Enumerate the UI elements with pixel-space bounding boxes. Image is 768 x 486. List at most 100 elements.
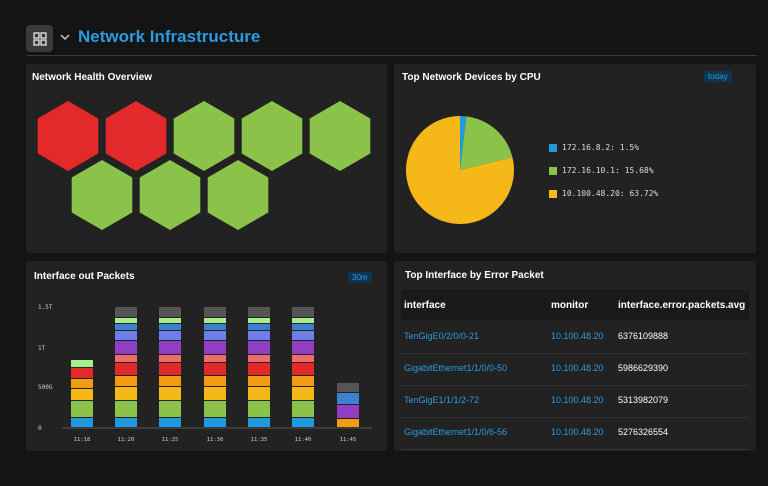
monitor-link[interactable]: 10.100.48.20 <box>551 363 604 373</box>
bar-segment[interactable] <box>159 376 181 386</box>
bar-segment[interactable] <box>71 360 93 367</box>
bar-segment[interactable] <box>204 387 226 400</box>
bar-segment[interactable] <box>115 307 137 317</box>
health-hex-cell[interactable] <box>173 101 235 171</box>
bar-segment[interactable] <box>115 318 137 323</box>
bar-segment[interactable] <box>292 307 314 317</box>
bar-segment[interactable] <box>115 376 137 386</box>
table-row[interactable] <box>401 353 749 386</box>
health-hex-cell[interactable] <box>37 101 99 171</box>
dashboard-menu-button[interactable] <box>26 25 53 52</box>
bar-segment[interactable] <box>71 368 93 378</box>
table-row[interactable] <box>401 321 749 354</box>
bar-segment[interactable] <box>204 307 226 317</box>
bar-segment[interactable] <box>115 324 137 330</box>
health-hex-cell[interactable] <box>309 101 371 171</box>
time-range-badge[interactable]: today <box>704 71 732 82</box>
bar-segment[interactable] <box>204 331 226 340</box>
bar-segment[interactable] <box>292 387 314 400</box>
bar-segment[interactable] <box>159 355 181 362</box>
bar-segment[interactable] <box>292 318 314 323</box>
bar-segment[interactable] <box>159 401 181 417</box>
pie-slice[interactable] <box>460 116 513 170</box>
bar-segment[interactable] <box>204 355 226 362</box>
health-hex-cell[interactable] <box>139 160 201 230</box>
health-hex-cell[interactable] <box>241 101 303 171</box>
bar-segment[interactable] <box>248 401 270 417</box>
bar-segment[interactable] <box>292 363 314 375</box>
bar-segment[interactable] <box>71 379 93 388</box>
health-hex-cell[interactable] <box>71 160 133 230</box>
bar-segment[interactable] <box>337 383 359 392</box>
bar-segment[interactable] <box>248 341 270 354</box>
health-hex-cell[interactable] <box>207 160 269 230</box>
bar-segment[interactable] <box>115 331 137 340</box>
bar-segment[interactable] <box>292 324 314 330</box>
bar-segment[interactable] <box>159 341 181 354</box>
bar-segment[interactable] <box>115 387 137 400</box>
bar-segment[interactable] <box>204 418 226 427</box>
bar-segment[interactable] <box>115 341 137 354</box>
bar-segment[interactable] <box>204 401 226 417</box>
bar-segment[interactable] <box>115 363 137 375</box>
bar-segment[interactable] <box>159 363 181 375</box>
bar-segment[interactable] <box>248 376 270 386</box>
bar-segment[interactable] <box>159 387 181 400</box>
bar-segment[interactable] <box>248 307 270 317</box>
bar-segment[interactable] <box>159 324 181 330</box>
interface-link[interactable]: TenGigE1/1/1/2-72 <box>404 395 480 405</box>
bar-segment[interactable] <box>248 355 270 362</box>
monitor-link[interactable]: 10.100.48.20 <box>551 331 604 341</box>
bar-segment[interactable] <box>292 376 314 386</box>
bar-segment[interactable] <box>71 389 93 400</box>
bar-segment[interactable] <box>159 307 181 317</box>
bar-segment[interactable] <box>248 387 270 400</box>
column-header-error-avg[interactable]: interface.error.packets.avg <box>618 300 746 311</box>
bar-segment[interactable] <box>248 324 270 330</box>
bar-segment[interactable] <box>204 363 226 375</box>
chevron-down-icon[interactable] <box>58 30 72 44</box>
bar-segment[interactable] <box>248 363 270 375</box>
bar-segment[interactable] <box>337 419 359 427</box>
bar-segment[interactable] <box>159 418 181 427</box>
bar-segment[interactable] <box>248 418 270 427</box>
table-row[interactable] <box>401 385 749 418</box>
bar-segment[interactable] <box>71 401 93 417</box>
bar-segment[interactable] <box>292 418 314 427</box>
bar-segment[interactable] <box>115 418 137 427</box>
y-tick-label: 1.5T <box>38 304 53 311</box>
interface-link[interactable]: GigabitEthernet1/1/0/0-50 <box>404 363 508 373</box>
column-header-interface[interactable]: interface <box>404 300 446 311</box>
monitor-link[interactable]: 10.100.48.20 <box>551 427 604 437</box>
bar-segment[interactable] <box>204 318 226 323</box>
bar-segment[interactable] <box>292 401 314 417</box>
bar-segment[interactable] <box>204 376 226 386</box>
pie-slice[interactable] <box>460 116 467 170</box>
legend-label[interactable]: 10.100.48.20: 63.72% <box>562 189 659 198</box>
bar-segment[interactable] <box>204 324 226 330</box>
bar-segment[interactable] <box>292 341 314 354</box>
table-row[interactable] <box>401 417 749 450</box>
bar-segment[interactable] <box>115 401 137 417</box>
monitor-link[interactable]: 10.100.48.20 <box>551 395 604 405</box>
legend-label[interactable]: 172.16.10.1: 15.68% <box>562 166 654 175</box>
bar-segment[interactable] <box>159 331 181 340</box>
legend-label[interactable]: 172.16.8.2: 1.5% <box>562 143 640 152</box>
bar-segment[interactable] <box>204 341 226 354</box>
interface-link[interactable]: GigabitEthernet1/1/0/6-56 <box>404 427 508 437</box>
bar-segment[interactable] <box>292 331 314 340</box>
bar-segment[interactable] <box>248 318 270 323</box>
bar-segment[interactable] <box>292 355 314 362</box>
bar-segment[interactable] <box>71 418 93 427</box>
bar-segment[interactable] <box>337 405 359 418</box>
pie-slice[interactable] <box>406 116 514 224</box>
bar-segment[interactable] <box>115 355 137 362</box>
column-header-monitor[interactable]: monitor <box>551 300 589 311</box>
bar-segment[interactable] <box>248 331 270 340</box>
interface-link[interactable]: TenGigE0/2/0/0-21 <box>404 331 480 341</box>
error-packets-value: 6376109888 <box>618 331 669 341</box>
bar-segment[interactable] <box>337 393 359 404</box>
time-range-badge[interactable]: 30m <box>348 272 372 283</box>
bar-segment[interactable] <box>159 318 181 323</box>
health-hex-cell[interactable] <box>105 101 167 171</box>
